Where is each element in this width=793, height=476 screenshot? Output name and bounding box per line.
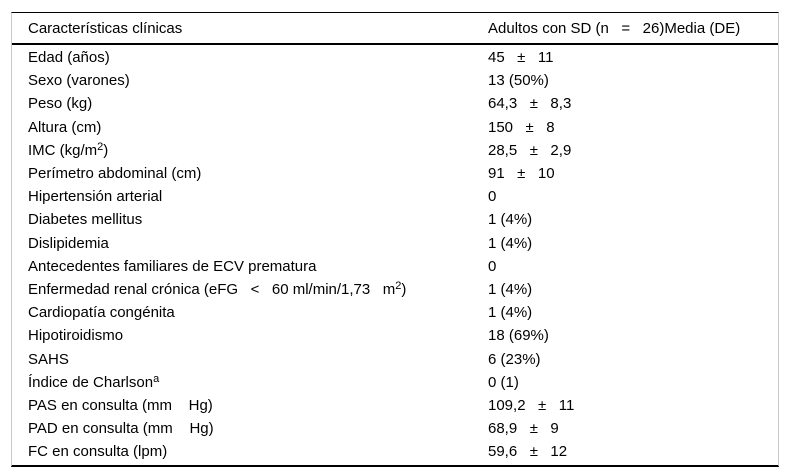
table-row: Perímetro abdominal (cm) 91 ± 10 xyxy=(12,162,778,185)
table-row: Diabetes mellitus 1 (4%) xyxy=(12,208,778,231)
row-label: Cardiopatía congénita xyxy=(28,304,175,322)
superscript-marker: 2 xyxy=(395,279,402,292)
row-label: Altura (cm) xyxy=(28,118,102,136)
header-col-characteristics: Características clínicas xyxy=(28,19,183,37)
row-label: PAS en consulta (mm Hg) xyxy=(28,396,213,414)
table-row: SAHS 6 (23%) xyxy=(12,347,778,370)
row-label: Índice de Charlsona xyxy=(28,372,160,391)
table-row: Altura (cm) 150 ± 8 xyxy=(12,116,778,139)
row-value: 1 (4%) xyxy=(488,234,533,252)
row-value: 59,6 ± 12 xyxy=(488,443,568,461)
table-row: Sexo (varones) 13 (50%) xyxy=(12,69,778,92)
row-label: Edad (años) xyxy=(28,49,110,67)
row-value: 6 (23%) xyxy=(488,350,541,368)
row-label: Diabetes mellitus xyxy=(28,211,143,229)
row-value: 0 (1) xyxy=(488,373,519,391)
table-row: Edad (años) 45 ± 11 xyxy=(12,46,778,69)
row-label: Peso (kg) xyxy=(28,95,93,113)
clinical-characteristics-table: Características clínicas Adultos con SD … xyxy=(11,12,779,468)
superscript-marker: a xyxy=(153,372,160,385)
table-body: Edad (años) 45 ± 11 Sexo (varones) 13 (5… xyxy=(12,45,778,465)
row-value: 1 (4%) xyxy=(488,304,533,322)
header-col-adults-sd: Adultos con SD (n = 26)Media (DE) xyxy=(488,19,741,37)
row-label: Hipotiroidismo xyxy=(28,327,124,345)
table-row: Hipotiroidismo 18 (69%) xyxy=(12,324,778,347)
table-row: FC en consulta (lpm) 59,6 ± 12 xyxy=(12,440,778,463)
row-label: Hipertensión arterial xyxy=(28,188,163,206)
row-label: SAHS xyxy=(28,350,69,368)
table-row: Hipertensión arterial 0 xyxy=(12,185,778,208)
row-label: Perímetro abdominal (cm) xyxy=(28,165,202,183)
table-row: PAS en consulta (mm Hg) 109,2 ± 11 xyxy=(12,394,778,417)
row-value: 13 (50%) xyxy=(488,72,549,90)
table-row: Dislipidemia 1 (4%) xyxy=(12,232,778,255)
row-label: Sexo (varones) xyxy=(28,72,130,90)
table-row: IMC (kg/m2) 28,5 ± 2,9 xyxy=(12,139,778,162)
row-label: Antecedentes familiares de ECV prematura xyxy=(28,257,317,275)
row-value: 64,3 ± 8,3 xyxy=(488,95,572,113)
row-label: IMC (kg/m2) xyxy=(28,140,109,159)
superscript-marker: 2 xyxy=(97,140,104,153)
row-label: Dislipidemia xyxy=(28,234,109,252)
row-value: 18 (69%) xyxy=(488,327,549,345)
row-value: 0 xyxy=(488,188,497,206)
row-value: 68,9 ± 9 xyxy=(488,420,559,438)
row-value: 1 (4%) xyxy=(488,211,533,229)
table-row: PAD en consulta (mm Hg) 68,9 ± 9 xyxy=(12,417,778,440)
table-header-row: Características clínicas Adultos con SD … xyxy=(12,13,778,45)
row-value: 28,5 ± 2,9 xyxy=(488,141,572,159)
row-value: 1 (4%) xyxy=(488,280,533,298)
row-value: 109,2 ± 11 xyxy=(488,396,575,414)
row-value: 150 ± 8 xyxy=(488,118,555,136)
row-label: FC en consulta (lpm) xyxy=(28,443,168,461)
table-row: Cardiopatía congénita 1 (4%) xyxy=(12,301,778,324)
table-row: Enfermedad renal crónica (eFG < 60 ml/mi… xyxy=(12,278,778,301)
row-label: Enfermedad renal crónica (eFG < 60 ml/mi… xyxy=(28,279,407,298)
row-value: 45 ± 11 xyxy=(488,49,554,67)
table-row: Peso (kg) 64,3 ± 8,3 xyxy=(12,92,778,115)
row-label: PAD en consulta (mm Hg) xyxy=(28,420,214,438)
table-row: Antecedentes familiares de ECV prematura… xyxy=(12,255,778,278)
row-value: 0 xyxy=(488,257,497,275)
table-row: Índice de Charlsona 0 (1) xyxy=(12,371,778,394)
row-value: 91 ± 10 xyxy=(488,165,555,183)
